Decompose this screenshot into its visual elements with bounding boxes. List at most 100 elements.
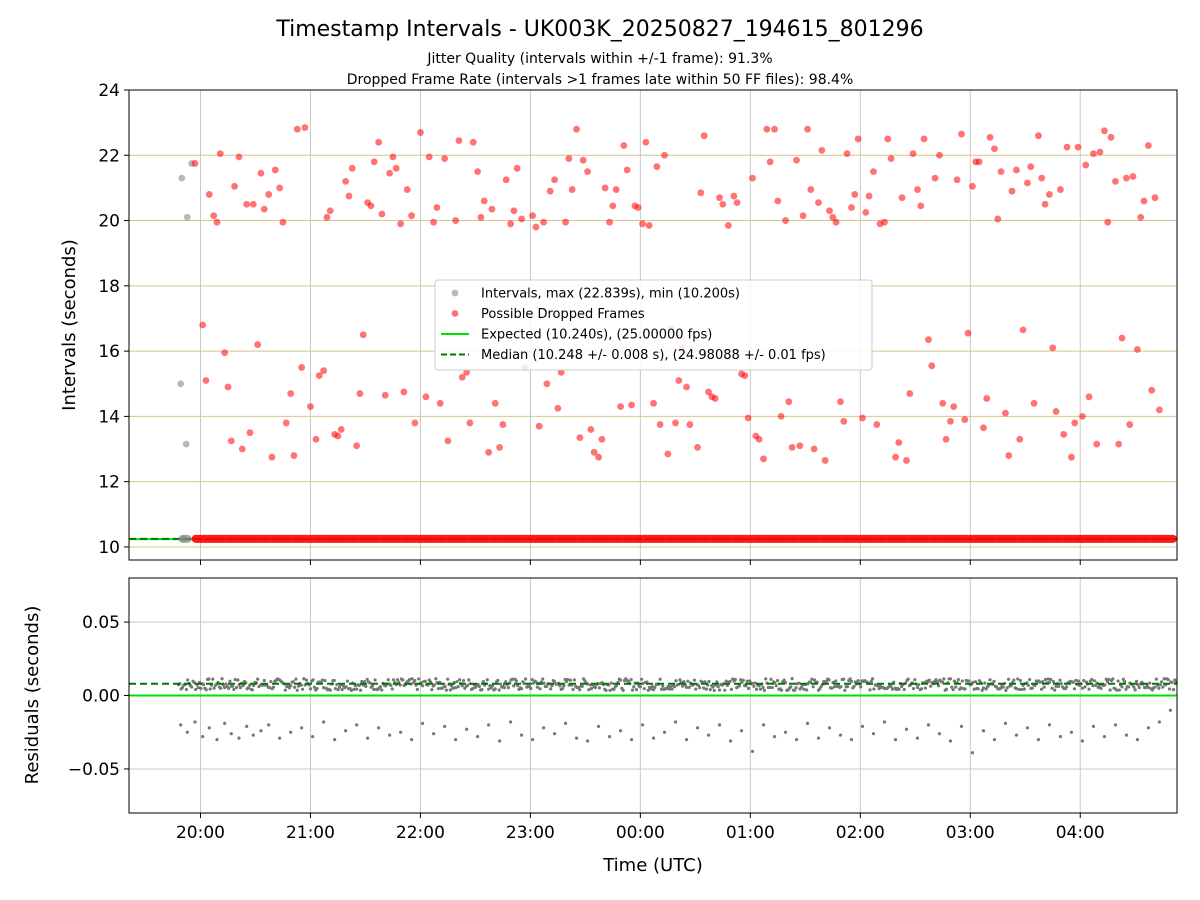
residual-point <box>304 678 309 682</box>
dropped-frame-point <box>642 138 650 146</box>
residual-point <box>549 687 553 691</box>
residual-point <box>1087 687 1091 691</box>
residual-point <box>686 679 690 683</box>
residual-point <box>353 684 357 688</box>
residual-point <box>1107 677 1111 682</box>
dropped-frame-point <box>606 218 613 226</box>
dropped-frame-point <box>796 442 804 450</box>
residual-point <box>640 677 644 681</box>
residual-outlier-point <box>237 736 241 740</box>
residual-point <box>739 678 743 682</box>
residual-outlier-point <box>300 726 304 730</box>
dropped-frame-point <box>375 138 383 146</box>
residual-point <box>768 685 772 690</box>
residual-point <box>289 684 293 688</box>
residual-point <box>703 680 707 684</box>
residual-point <box>538 687 542 691</box>
dropped-frame-point <box>947 417 954 425</box>
dropped-frame-point <box>573 125 580 133</box>
residual-point <box>436 686 441 691</box>
residual-point <box>432 683 437 687</box>
residual-point <box>680 684 685 688</box>
residual-point <box>929 684 933 688</box>
residual-point <box>236 678 240 682</box>
residual-point <box>1108 688 1112 692</box>
dropped-frame-point <box>381 391 389 399</box>
residual-outlier-point <box>215 737 219 742</box>
dropped-frame-point <box>854 135 862 143</box>
residual-point <box>741 678 745 682</box>
dropped-frame-point <box>953 176 961 184</box>
dropped-frame-point <box>359 331 367 339</box>
residual-point <box>773 681 777 685</box>
dropped-frame-point <box>804 125 811 133</box>
residual-outlier-point <box>1168 708 1173 712</box>
dropped-frame-point <box>1024 179 1031 187</box>
residual-point <box>1057 684 1061 688</box>
dropped-frame-point <box>964 329 972 337</box>
intervals-baseline-band <box>178 534 192 543</box>
chart-title: Timestamp Intervals - UK003K_20250827_19… <box>275 17 923 42</box>
residual-point <box>609 681 613 685</box>
residual-point <box>1091 684 1095 688</box>
residual-point <box>748 679 752 683</box>
residual-point <box>587 688 591 692</box>
residual-point <box>1161 685 1165 689</box>
residual-point <box>972 687 976 691</box>
residual-point <box>629 678 633 682</box>
dropped-frame-point <box>1148 386 1156 394</box>
residual-point <box>753 681 757 685</box>
residual-outlier-point <box>289 730 293 734</box>
residual-point <box>498 682 503 686</box>
dropped-frame-point <box>793 156 800 164</box>
residual-outlier-point <box>772 735 777 739</box>
residual-point <box>1054 684 1058 688</box>
residual-point <box>423 679 427 683</box>
residual-point <box>391 678 396 682</box>
dropped-frame-point <box>386 169 394 177</box>
residual-outlier-point <box>893 737 898 742</box>
residual-point <box>1111 677 1115 681</box>
residual-point <box>1132 685 1136 689</box>
residual-point <box>580 684 584 688</box>
residual-point <box>906 677 910 681</box>
dropped-frame-point <box>1008 187 1016 195</box>
dropped-frame-point <box>293 125 301 133</box>
dropped-frame-point <box>1060 430 1068 438</box>
residual-outlier-point <box>805 721 810 726</box>
residual-point <box>497 688 501 692</box>
residual-point <box>410 677 414 681</box>
residual-point <box>1105 680 1110 684</box>
residual-point <box>224 682 228 686</box>
dropped-frame-point <box>213 218 221 226</box>
residual-point <box>981 686 986 690</box>
residual-point <box>364 684 368 688</box>
dropped-frame-point <box>1035 132 1042 140</box>
residual-point <box>704 687 708 691</box>
interval-point <box>177 380 185 388</box>
dropped-frame-point <box>887 155 895 162</box>
residual-point <box>294 677 298 681</box>
residual-point <box>1115 688 1119 692</box>
dropped-frame-point <box>268 453 276 461</box>
dropped-frame-point <box>1107 133 1115 141</box>
residual-point <box>902 687 906 692</box>
dropped-frame-point <box>474 168 482 175</box>
residual-outlier-point <box>476 735 480 739</box>
top-ytick-label: 18 <box>98 277 120 297</box>
dropped-frame-point <box>837 398 844 406</box>
dropped-frame-point <box>554 404 562 412</box>
dropped-frame-point <box>683 383 690 391</box>
residual-point <box>913 678 917 682</box>
dropped-frame-point <box>634 204 642 211</box>
residual-point <box>211 677 215 681</box>
top-ytick-label: 12 <box>98 473 120 493</box>
residual-outlier-point <box>1080 739 1085 743</box>
residual-outlier-point <box>519 733 524 737</box>
residual-point <box>1117 688 1121 692</box>
residual-point <box>849 679 854 684</box>
residual-point <box>824 679 829 683</box>
residual-point <box>1148 681 1152 685</box>
residual-point <box>1043 677 1048 682</box>
